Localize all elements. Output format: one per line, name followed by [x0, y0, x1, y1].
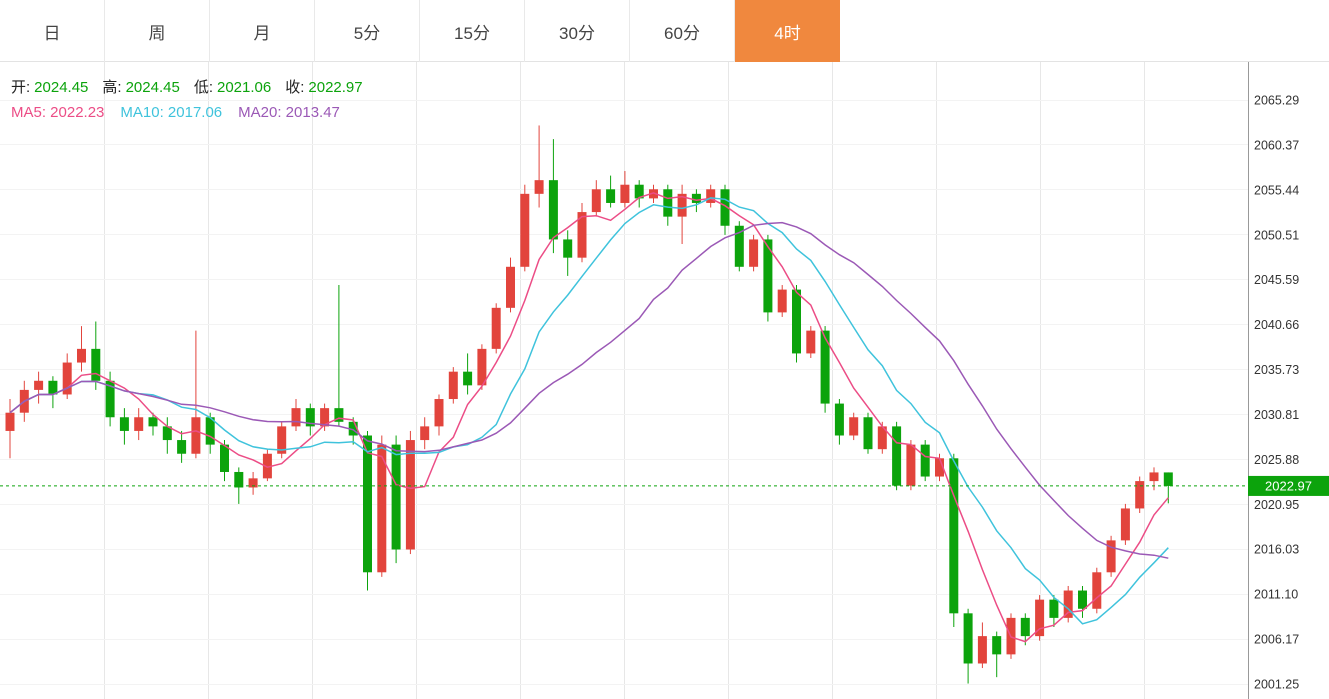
- tab-月[interactable]: 月: [210, 0, 315, 62]
- ma-line-ma20: [9, 221, 1169, 559]
- tab-15分[interactable]: 15分: [420, 0, 525, 62]
- candlestick-chart[interactable]: 2065.29 2060.37 2055.44 2050.51 2045.59 2040.…: [0, 62, 1329, 699]
- svg-text:2045.59: 2045.59: [1254, 273, 1299, 287]
- ma-line-ma10: [9, 197, 1169, 625]
- timeframe-tabs: 日周月 5分 15分 30分 60分 4时: [0, 0, 840, 62]
- svg-text:2030.81: 2030.81: [1254, 408, 1299, 422]
- tab-4时[interactable]: 4时: [735, 0, 840, 62]
- svg-text:2025.88: 2025.88: [1254, 453, 1299, 467]
- timeframe-toolbar: 日周月 5分 15分 30分 60分 4时: [0, 0, 1329, 62]
- tab-5分[interactable]: 5分: [315, 0, 420, 62]
- tab-30分[interactable]: 30分: [525, 0, 630, 62]
- svg-text:2055.44: 2055.44: [1254, 183, 1299, 197]
- y-axis-labels: 2065.29 2060.37 2055.44 2050.51 2045.59 2040.…: [1254, 94, 1299, 692]
- svg-text:2011.10: 2011.10: [1254, 588, 1298, 602]
- svg-text:2016.03: 2016.03: [1254, 543, 1299, 557]
- svg-text:2006.17: 2006.17: [1254, 633, 1299, 647]
- chart-area: 2065.29 2060.37 2055.44 2050.51 2045.59 2040.…: [0, 62, 1329, 699]
- current-price-badge: 2022.97: [1248, 475, 1329, 496]
- tab-日[interactable]: 日: [0, 0, 105, 62]
- tab-60分[interactable]: 60分: [630, 0, 735, 62]
- svg-text:2065.29: 2065.29: [1254, 94, 1299, 108]
- tab-周[interactable]: 周: [105, 0, 210, 62]
- svg-text:2040.66: 2040.66: [1254, 318, 1299, 332]
- svg-text:2060.37: 2060.37: [1254, 138, 1299, 152]
- svg-text:2001.25: 2001.25: [1254, 678, 1299, 692]
- svg-text:2022.97: 2022.97: [1265, 478, 1312, 493]
- svg-text:2050.51: 2050.51: [1254, 228, 1299, 242]
- ma-line-ma5: [9, 192, 1169, 643]
- svg-text:2020.95: 2020.95: [1254, 498, 1299, 512]
- svg-text:2035.73: 2035.73: [1254, 363, 1299, 377]
